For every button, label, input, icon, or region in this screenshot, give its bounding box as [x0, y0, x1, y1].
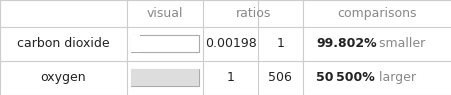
- Text: larger: larger: [374, 71, 415, 84]
- Text: 1: 1: [226, 71, 234, 84]
- FancyBboxPatch shape: [131, 35, 198, 52]
- FancyBboxPatch shape: [131, 69, 198, 86]
- Text: ratios: ratios: [235, 7, 270, 20]
- Text: smaller: smaller: [374, 37, 424, 50]
- Text: comparisons: comparisons: [337, 7, 416, 20]
- Text: carbon dioxide: carbon dioxide: [17, 37, 109, 50]
- Text: visual: visual: [147, 7, 183, 20]
- Text: 0.00198: 0.00198: [204, 37, 256, 50]
- Text: 1: 1: [276, 37, 284, 50]
- FancyBboxPatch shape: [131, 35, 140, 52]
- FancyBboxPatch shape: [131, 69, 198, 86]
- Text: 506: 506: [268, 71, 291, 84]
- Text: oxygen: oxygen: [41, 71, 86, 84]
- Text: 50 500%: 50 500%: [316, 71, 374, 84]
- Text: 99.802%: 99.802%: [316, 37, 376, 50]
